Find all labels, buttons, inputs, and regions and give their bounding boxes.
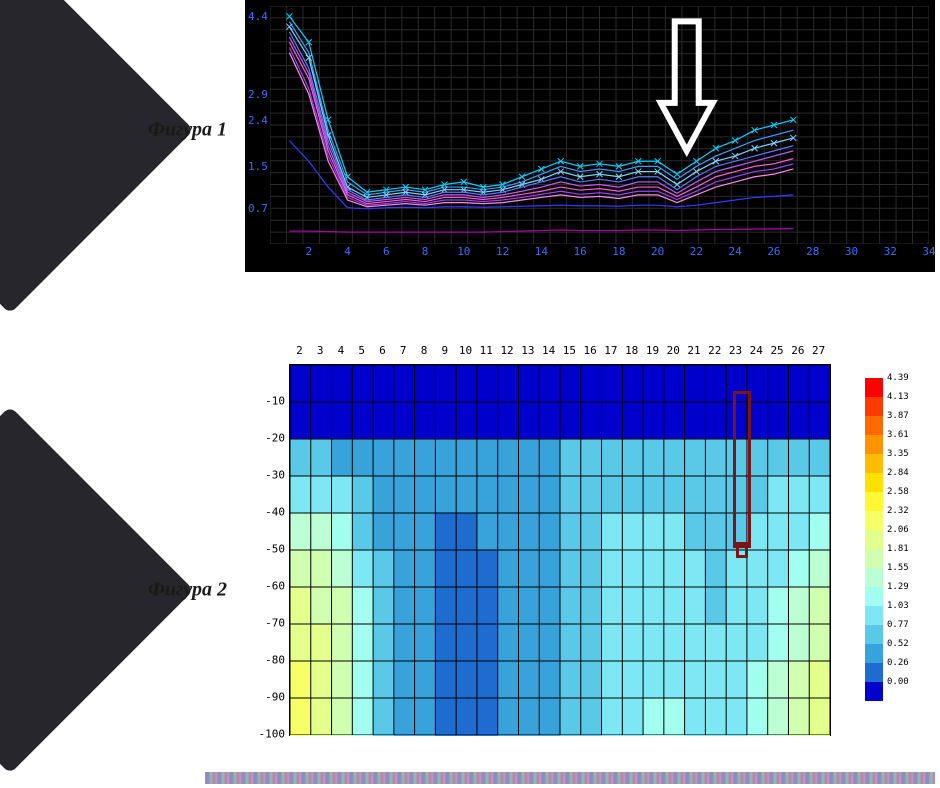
callout-shape	[0, 0, 194, 314]
figure2-colorbar: 4.394.133.873.613.352.842.582.322.061.81…	[865, 378, 905, 701]
page: Фигура 1 Фигура 2 0.71.52.42.94.4 246810…	[0, 0, 940, 788]
figure1-label: Фигура 1	[148, 119, 227, 142]
figure2-chart: 2345678910111213141516171819202122232425…	[245, 338, 935, 758]
figure2-plot	[289, 364, 831, 736]
callout-2: Фигура 2	[0, 460, 235, 720]
figure2-label: Фигура 2	[148, 579, 227, 602]
footer-strip	[205, 772, 935, 784]
figure1-arrow-annotation	[270, 6, 929, 244]
figure1-chart: 0.71.52.42.94.4 246810121416182022242628…	[245, 0, 935, 272]
figure1-plot	[270, 6, 929, 244]
callout-1: Фигура 1	[0, 0, 235, 260]
